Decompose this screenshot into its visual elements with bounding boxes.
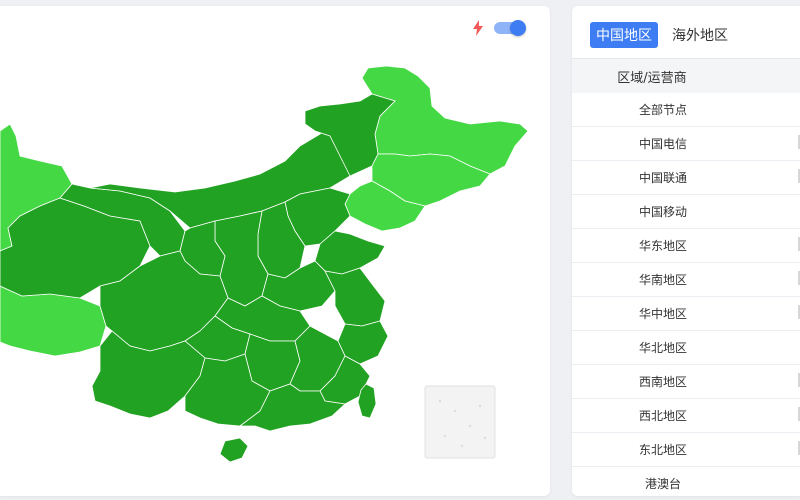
- row-label: 港澳台: [644, 477, 681, 491]
- row-label: 东北地区: [638, 443, 687, 457]
- table-row[interactable]: 中国联通: [572, 161, 800, 195]
- table-row[interactable]: 全部节点: [572, 93, 800, 127]
- clipped-value: [798, 441, 800, 455]
- table-row[interactable]: 中国电信: [572, 127, 800, 161]
- clipped-value: [798, 135, 800, 149]
- row-label: 中国电信: [638, 137, 687, 151]
- map-toggle-group: [472, 20, 526, 36]
- table-row[interactable]: 中国移动: [572, 195, 800, 229]
- toggle-knob: [510, 20, 526, 36]
- row-label: 华中地区: [638, 307, 687, 321]
- tab-china[interactable]: 中国地区: [590, 22, 658, 48]
- row-label: 华北地区: [638, 341, 687, 355]
- table-row[interactable]: 华中地区: [572, 297, 800, 331]
- clipped-value: [798, 271, 800, 285]
- table-row[interactable]: 西北地区: [572, 399, 800, 433]
- row-label: 华东地区: [638, 239, 687, 253]
- tab-overseas[interactable]: 海外地区: [672, 28, 728, 44]
- table-row[interactable]: 港澳台: [572, 467, 800, 496]
- table-body: 全部节点中国电信中国联通中国移动华东地区华南地区华中地区华北地区西南地区西北地区…: [572, 93, 800, 496]
- clipped-value: [798, 169, 800, 183]
- table-header: 区域/运营商: [572, 58, 800, 93]
- clipped-value: [798, 305, 800, 319]
- row-label: 西南地区: [638, 375, 687, 389]
- table-row[interactable]: 西南地区: [572, 365, 800, 399]
- row-label: 全部节点: [638, 103, 687, 117]
- south-china-sea-islands: [438, 399, 487, 448]
- map-region-hainan[interactable]: [219, 437, 249, 463]
- region-panel: 中国地区 海外地区 区域/运营商 全部节点中国电信中国联通中国移动华东地区华南地区…: [572, 6, 800, 496]
- map-region-jiangsu[interactable]: [324, 267, 386, 327]
- map-region-qinghai[interactable]: [0, 197, 151, 299]
- map-panel: [0, 6, 550, 496]
- row-label: 华南地区: [638, 273, 687, 287]
- table-row[interactable]: 东北地区: [572, 433, 800, 467]
- map-region-tibet[interactable]: [0, 285, 107, 357]
- clipped-value: [798, 407, 800, 421]
- table-row[interactable]: 华北地区: [572, 331, 800, 365]
- lightning-bolt-icon: [473, 20, 483, 36]
- map-region-heilongjiang-north[interactable]: [304, 93, 396, 177]
- table-row[interactable]: 华东地区: [572, 229, 800, 263]
- south-china-sea-inset: [424, 385, 496, 459]
- table-row[interactable]: 华南地区: [572, 263, 800, 297]
- map-region-guangdong[interactable]: [238, 383, 346, 432]
- region-tabs: 中国地区 海外地区: [572, 6, 800, 50]
- clipped-value: [798, 237, 800, 251]
- row-label: 中国联通: [638, 171, 687, 185]
- clipped-value: [798, 373, 800, 387]
- header-region-carrier: 区域/运营商: [617, 70, 687, 86]
- china-map[interactable]: [0, 6, 550, 496]
- row-label: 西北地区: [638, 409, 687, 423]
- map-toggle-switch[interactable]: [494, 20, 526, 36]
- row-label: 中国移动: [638, 205, 687, 219]
- map-region-taiwan[interactable]: [357, 383, 377, 419]
